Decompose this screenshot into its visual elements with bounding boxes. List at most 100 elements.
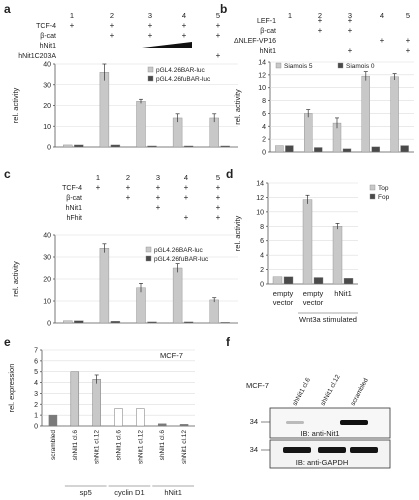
legend-swatch <box>147 66 154 73</box>
y-tick-label: 20 <box>43 277 51 284</box>
legend-swatch <box>147 75 154 82</box>
bar-label: shNit1 cl.12 <box>94 430 101 464</box>
plus-mark: + <box>406 36 411 45</box>
legend-swatch <box>145 246 152 253</box>
mw-marker: 34 <box>250 445 258 454</box>
bar <box>285 145 294 153</box>
plus-mark: + <box>148 31 153 40</box>
plus-mark: + <box>348 16 353 25</box>
plus-mark: + <box>70 21 75 30</box>
condition-label: β-cat <box>40 33 56 40</box>
bar-label: shNit1 cl.6 <box>159 430 166 461</box>
y-tick-label: 2 <box>34 402 38 409</box>
lane-number: 4 <box>184 173 188 182</box>
panel-letter: d <box>226 167 233 181</box>
bar <box>99 72 110 148</box>
plus-mark: + <box>406 46 411 55</box>
y-tick-label: 10 <box>258 85 266 92</box>
y-axis-label: rel. activity <box>233 89 242 125</box>
plus-mark: + <box>110 21 115 30</box>
legend-label: pGL4.26fuBAR-luc <box>154 256 209 263</box>
legend-swatch <box>369 184 376 191</box>
bar-label: shNit1 cl.6 <box>116 430 123 461</box>
legend-label: pGL4.26fuBAR-luc <box>156 76 211 83</box>
y-tick-label: 0 <box>47 321 51 328</box>
y-axis-label: rel. activity <box>11 88 20 124</box>
bar <box>361 75 370 153</box>
bar <box>220 145 230 148</box>
panel-letter: e <box>4 335 11 349</box>
y-tick-label: 10 <box>43 124 51 131</box>
band-gapdh <box>350 447 378 453</box>
bar <box>302 199 313 285</box>
y-tick-label: 4 <box>260 253 264 260</box>
group-label: vector <box>273 298 294 307</box>
y-axis-label: rel. activity <box>11 261 20 297</box>
bar <box>390 76 399 153</box>
plus-mark: + <box>126 193 131 202</box>
y-tick-label: 30 <box>43 255 51 262</box>
y-tick-label: 10 <box>256 209 264 216</box>
bar-label: shNit1 cl.6 <box>72 430 79 461</box>
lane-number: 4 <box>182 11 186 20</box>
lane-number: 5 <box>216 173 220 182</box>
condition-label: hFhit <box>66 215 82 222</box>
legend-swatch <box>369 193 376 200</box>
condition-label: hNit1 <box>40 43 56 50</box>
lane-number: 1 <box>288 11 292 20</box>
bar <box>172 117 183 148</box>
lane-number: 4 <box>380 11 384 20</box>
plus-mark: + <box>96 183 101 192</box>
y-tick-label: 7 <box>34 348 38 355</box>
bar <box>136 101 146 148</box>
titration-wedge <box>142 42 192 48</box>
plus-mark: + <box>216 193 221 202</box>
legend-label: Fop <box>378 194 390 201</box>
plus-mark: + <box>182 21 187 30</box>
mw-marker: 34 <box>250 417 258 426</box>
group-label: empty <box>273 289 294 298</box>
y-tick-label: 10 <box>43 299 51 306</box>
bar <box>304 113 313 153</box>
bar <box>157 423 167 427</box>
plus-mark: + <box>318 26 323 35</box>
bar <box>114 408 123 427</box>
legend-swatch <box>337 62 344 69</box>
y-tick-label: 40 <box>43 233 51 240</box>
panel-e: e 0 1 2 3 4 5 6 7 rel. expression MCF-7 scrambled sh… <box>4 335 195 497</box>
y-tick-label: 1 <box>34 413 38 420</box>
bar-label: shNit1 cl.12 <box>137 430 144 464</box>
condition-label: TCF-4 <box>36 23 56 30</box>
plus-mark: + <box>216 51 221 60</box>
condition-label: hNit1 <box>260 48 276 55</box>
bar <box>342 148 352 153</box>
bar <box>314 147 323 153</box>
condition-label: hNit1C203A <box>18 53 56 60</box>
condition-label: ΔNLEF-VP16 <box>234 38 276 45</box>
group-label: vector <box>303 298 324 307</box>
bar <box>183 321 194 324</box>
condition-label: LEF-1 <box>257 18 276 25</box>
blot-label: IB: anti-Nit1 <box>300 429 339 438</box>
band-faint <box>286 421 304 424</box>
bar <box>63 320 73 324</box>
y-tick-label: 12 <box>258 72 266 79</box>
legend-label: Siamois 0 <box>346 63 375 70</box>
lane-number: 2 <box>110 11 114 20</box>
bar <box>92 379 101 427</box>
plus-mark: + <box>318 16 323 25</box>
y-tick-label: 0 <box>47 145 51 152</box>
panel-f: f MCF-7 shNit1 cl.6 shNit1 cl.12 scrambled 34… <box>226 335 391 469</box>
bar-label: scrambled <box>50 430 57 460</box>
legend-swatch <box>275 62 282 69</box>
y-tick-label: 0 <box>34 424 38 431</box>
blot-label: IB: anti-GAPDH <box>296 458 349 467</box>
bar <box>332 226 343 285</box>
plus-mark: + <box>156 193 161 202</box>
y-axis-label: rel. expression <box>7 364 16 413</box>
blot-gapdh <box>269 439 391 469</box>
plus-mark: + <box>380 36 385 45</box>
bar <box>209 299 219 324</box>
